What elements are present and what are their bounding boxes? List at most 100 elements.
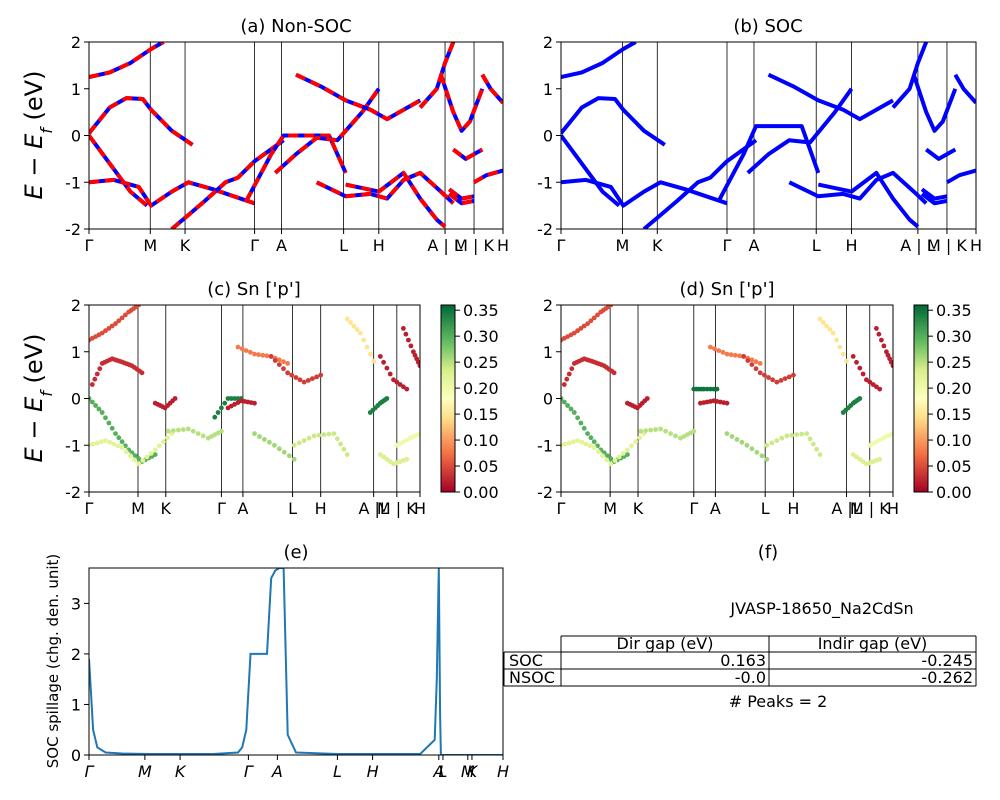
point-10-0-1 <box>729 434 735 439</box>
k-label-1: M <box>131 499 145 518</box>
y-tick-label-1: -1 <box>537 173 553 192</box>
k-label-6: H <box>373 236 385 255</box>
point-3-2-1 <box>596 449 601 455</box>
y-tick-label-2: 0 <box>71 390 81 409</box>
point-17-0-1 <box>876 331 882 337</box>
point-2-0-1 <box>561 399 567 405</box>
point-2-1-0 <box>99 410 105 415</box>
panel-a-bands <box>89 42 503 229</box>
point-3-0-1 <box>562 441 568 447</box>
y-tick-label-2: 0 <box>543 127 553 146</box>
point-8-1-2 <box>732 352 738 358</box>
point-2-1-3 <box>109 425 115 431</box>
point-12-0-0 <box>817 316 823 322</box>
point-9-0-1 <box>745 358 751 363</box>
band-12-nonsoc <box>452 147 484 161</box>
point-1-0-1 <box>92 376 98 382</box>
point-11-1-1 <box>789 432 795 438</box>
point-0-2-0 <box>585 321 590 327</box>
point-14-0-2 <box>857 365 863 371</box>
k-label-7: A <box>432 762 444 781</box>
point-9-2-1 <box>778 378 784 383</box>
panel-c-frame <box>88 304 421 493</box>
point-3-2-1 <box>123 449 129 455</box>
point-8-1-3 <box>264 353 270 359</box>
point-6-0-3 <box>222 400 228 406</box>
point-9-1-2 <box>766 375 771 380</box>
panel-f-title: (f) <box>758 542 778 563</box>
point-6-1-0 <box>701 386 707 392</box>
point-8-0-1 <box>712 346 717 352</box>
point-10-1-1 <box>749 446 755 452</box>
point-5-1-0 <box>185 426 191 432</box>
band-0-nonsoc <box>89 42 165 80</box>
colorbar-tick-label-7: 0.00 <box>463 483 499 502</box>
point-5-0-1 <box>643 428 649 433</box>
point-7-end <box>252 400 257 406</box>
panel-c-colorbar-ticks: 0.35 0.30 0.25 0.20 0.15 0.10 0.05 0.00 <box>455 301 499 502</box>
k-label-6: H <box>367 762 379 781</box>
point-0-end <box>608 305 614 308</box>
point-2-end <box>152 452 158 457</box>
point-11-0-1 <box>769 440 775 446</box>
k-label-0: Γ <box>557 499 566 518</box>
point-12-0-1 <box>348 320 353 325</box>
point-13-end <box>384 396 390 401</box>
point-12-1-1 <box>361 337 367 343</box>
point-5-0-2 <box>176 427 181 433</box>
point-8-1-1 <box>256 352 261 358</box>
point-11-1-1 <box>316 432 322 438</box>
band-7 <box>767 72 894 122</box>
point-17-1-3 <box>888 359 893 365</box>
k-label-6: H <box>845 236 857 255</box>
point-11-2-2 <box>810 441 816 447</box>
point-8-0-1 <box>239 346 245 352</box>
point-0-2-0 <box>113 321 118 327</box>
y-tick-label-1: 1 <box>71 695 81 714</box>
point-11-1-3 <box>326 431 332 437</box>
point-2-2-0 <box>585 431 590 436</box>
point-2-1-1 <box>103 415 108 421</box>
point-3-0-2 <box>566 440 572 446</box>
band-3-nonsoc <box>89 177 256 208</box>
point-12-0-2 <box>351 323 357 329</box>
panel-e-spillage-line <box>89 568 503 755</box>
point-12-0-3 <box>827 327 833 332</box>
k-label-2: K <box>180 236 191 255</box>
band-7-nonsoc <box>295 72 422 122</box>
k-label-4: A <box>237 499 248 518</box>
point-4-end <box>644 396 650 401</box>
point-9-1-1 <box>762 372 767 378</box>
band-4-nonsoc <box>170 138 285 229</box>
k-label-7: A |L <box>358 499 388 518</box>
band-15 <box>946 168 976 185</box>
panel-d-frame <box>560 304 894 493</box>
band-14-nonsoc <box>447 192 475 206</box>
k-label-1: M <box>143 236 157 255</box>
band-1 <box>561 96 666 147</box>
point-14-1-0 <box>864 377 869 383</box>
colorbar-tick-label-4: 0.15 <box>463 405 499 424</box>
k-label-3: Γ <box>723 236 732 255</box>
colorbar-tick-label-7: 0.00 <box>936 483 972 502</box>
point-6-1-3 <box>711 386 717 392</box>
point-11-2-1 <box>807 436 813 442</box>
point-7-end <box>724 400 730 406</box>
table-header-2: Indir gap (eV) <box>818 634 928 653</box>
panel-e-k-labels: Γ M K Γ A L H AL MK H <box>85 755 509 781</box>
point-1-end <box>611 370 617 376</box>
point-17-0-0 <box>401 326 406 331</box>
point-8-end <box>285 361 290 366</box>
point-3-1-3 <box>115 443 121 449</box>
point-3-4-2 <box>633 439 639 445</box>
point-0-2-1 <box>588 318 594 324</box>
panel-d-y-ticks: -2 -1 0 1 2 <box>537 296 561 502</box>
point-5-end <box>691 428 697 434</box>
point-14-0-1 <box>381 359 386 365</box>
y-tick-label-1: -1 <box>537 436 553 455</box>
point-5-1-0 <box>658 426 663 432</box>
colorbar-tick-label-6: 0.05 <box>463 457 499 476</box>
point-12-1-1 <box>834 337 839 343</box>
point-2-0-2 <box>93 403 98 408</box>
